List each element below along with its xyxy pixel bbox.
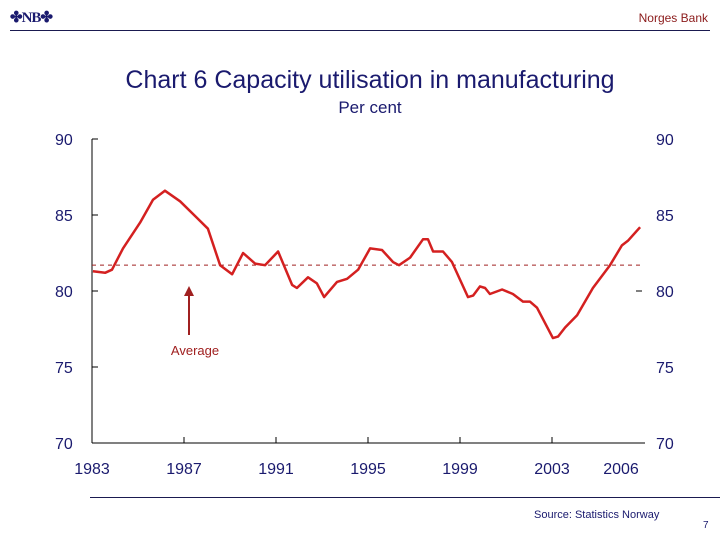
y-tick-label-right: 70 bbox=[656, 436, 674, 453]
footer-divider bbox=[90, 497, 720, 498]
y-tick-label-left: 70 bbox=[55, 436, 73, 453]
chart-title: Chart 6 Capacity utilisation in manufact… bbox=[125, 66, 615, 94]
x-tick-label: 1991 bbox=[258, 461, 294, 478]
bank-name: Norges Bank bbox=[638, 11, 708, 25]
logo-text: NB bbox=[21, 10, 42, 26]
y-tick-label-right: 85 bbox=[656, 208, 674, 225]
header-divider bbox=[10, 30, 710, 31]
x-tick-label: 2006 bbox=[603, 461, 639, 478]
arrow-head-icon bbox=[184, 286, 194, 296]
y-tick-label-left: 75 bbox=[55, 360, 73, 377]
source-note: Source: Statistics Norway bbox=[534, 509, 660, 521]
x-tick-label: 1987 bbox=[166, 461, 202, 478]
y-tick-label-left: 90 bbox=[55, 132, 73, 149]
page-number: 7 bbox=[703, 520, 709, 531]
y-tick-label-right: 75 bbox=[656, 360, 674, 377]
x-tick-label: 1999 bbox=[442, 461, 478, 478]
x-tick-label: 2003 bbox=[534, 461, 570, 478]
average-label: Average bbox=[171, 343, 219, 358]
norges-bank-logo: ✤NB✤ bbox=[10, 10, 53, 26]
x-tick-label: 1995 bbox=[350, 461, 386, 478]
series-line bbox=[92, 189, 642, 340]
y-tick-label-right: 80 bbox=[656, 284, 674, 301]
y-tick-label-left: 85 bbox=[55, 208, 73, 225]
x-tick-label: 1983 bbox=[74, 461, 110, 478]
chart-subtitle: Per cent bbox=[338, 98, 402, 117]
y-tick-label-left: 80 bbox=[55, 284, 73, 301]
y-tick-label-right: 90 bbox=[656, 132, 674, 149]
